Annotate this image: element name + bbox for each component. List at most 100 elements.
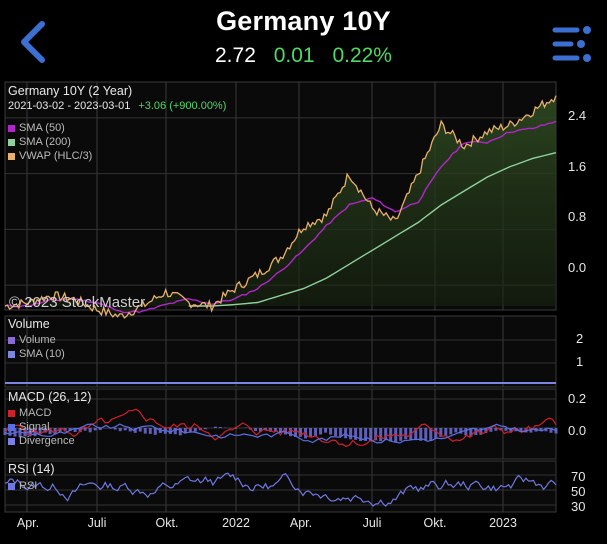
divergence-label: Divergence	[19, 435, 75, 447]
legend-sma50: SMA (50)	[8, 122, 65, 134]
divergence-bar	[504, 428, 508, 431]
y-tick-label: 0.0	[568, 260, 587, 275]
divergence-bar	[168, 428, 172, 434]
volume-panel-frame	[4, 315, 557, 388]
divergence-bar	[449, 428, 453, 435]
legend-signal: Signal	[8, 421, 50, 433]
page-title: Germany 10Y	[216, 6, 391, 36]
divergence-bar	[489, 428, 493, 432]
divergence-bar	[524, 428, 528, 433]
divergence-bar	[319, 428, 323, 435]
divergence-bar	[138, 428, 142, 432]
legend-macd: MACD	[8, 407, 51, 419]
divergence-bar	[188, 428, 192, 432]
divergence-bar	[173, 428, 177, 435]
divergence-bar	[143, 428, 147, 434]
x-tick-label: Apr.	[289, 516, 313, 530]
divergence-bar	[228, 428, 232, 429]
divergence-bar	[444, 428, 448, 437]
vol-sma-swatch	[8, 350, 15, 358]
divergence-bar	[404, 428, 408, 440]
divergence-bar	[314, 428, 318, 437]
price-value: 2.72	[215, 44, 256, 67]
volume-swatch	[8, 336, 15, 344]
macd-label: MACD	[19, 407, 52, 419]
vwap-swatch	[8, 152, 15, 160]
back-button[interactable]	[14, 20, 54, 64]
legend-divergence: Divergence	[8, 435, 75, 447]
divergence-bar	[263, 428, 267, 431]
header-bar: Germany 10Y 2.72 0.01 0.22%	[0, 0, 607, 78]
divergence-bar	[8, 428, 12, 436]
divergence-bar	[469, 428, 473, 437]
divergence-bar	[153, 428, 157, 435]
divergence-bar	[253, 428, 257, 431]
y-tick-label: 70	[571, 469, 586, 484]
sma50-label: SMA (50)	[19, 122, 65, 134]
divergence-bar	[464, 428, 468, 436]
divergence-bar	[88, 428, 92, 433]
divergence-bar	[544, 428, 548, 432]
macd-panel-title: MACD (26, 12)	[8, 390, 92, 404]
change-percent: 0.22%	[332, 44, 392, 67]
sma50-swatch	[8, 124, 15, 132]
signal-label: Signal	[19, 421, 50, 433]
divergence-bar	[113, 428, 117, 430]
divergence-bar	[494, 428, 498, 431]
divergence-bar	[193, 428, 197, 432]
divergence-bar	[178, 428, 182, 436]
macd-swatch	[8, 409, 15, 417]
rsi-line	[4, 472, 557, 507]
divergence-bar	[514, 428, 518, 432]
vwap-line	[4, 95, 557, 319]
y-tick-label: 2	[576, 331, 584, 346]
divergence-bar	[309, 428, 313, 438]
divergence-bar	[68, 428, 72, 432]
volume-panel-title: Volume	[8, 317, 50, 331]
menu-button[interactable]	[551, 24, 595, 64]
vwap-area	[5, 95, 556, 318]
divergence-bar	[33, 428, 37, 437]
y-tick-label: 2.4	[568, 108, 587, 123]
sma200-line	[188, 152, 557, 307]
x-tick-label: 2022	[222, 516, 250, 530]
sma50-line	[4, 120, 557, 314]
divergence-bar	[424, 428, 428, 441]
divergence-bar	[419, 428, 423, 441]
legend-vol-sma: SMA (10)	[8, 348, 65, 360]
divergence-bar	[218, 427, 222, 428]
legend-sma200: SMA (200)	[8, 136, 71, 148]
chevron-left-icon	[21, 21, 45, 63]
y-tick-label: 30	[571, 499, 586, 514]
divergence-bar	[299, 428, 303, 437]
y-tick-label: 0.0	[568, 423, 587, 438]
divergence-bar	[389, 428, 393, 442]
volume-label: Volume	[19, 334, 56, 346]
divergence-bar	[344, 428, 348, 439]
divergence-bar	[554, 428, 558, 434]
change-value: 0.01	[273, 44, 315, 67]
divergence-bar	[349, 428, 353, 440]
x-tick-label: Juli	[87, 516, 107, 530]
chart-area[interactable]: Germany 10Y (2 Year) 2021-03-02 - 2023-0…	[0, 78, 607, 544]
chart-canvas[interactable]	[0, 78, 607, 544]
main-panel-title: Germany 10Y (2 Year)	[8, 84, 133, 98]
divergence-bar	[539, 428, 543, 432]
divergence-bar	[324, 428, 328, 433]
divergence-bar	[294, 428, 298, 438]
divergence-bar	[479, 428, 483, 435]
divergence-swatch	[8, 437, 15, 445]
divergence-bar	[258, 428, 262, 432]
y-tick-label: 1	[576, 354, 584, 369]
divergence-bar	[128, 428, 132, 432]
divergence-bar	[369, 428, 373, 442]
range-dates: 2021-03-02 - 2023-03-01	[8, 100, 131, 112]
divergence-bar	[233, 428, 237, 429]
sma200-swatch	[8, 138, 15, 146]
divergence-bar	[203, 428, 207, 430]
divergence-bar	[364, 428, 368, 441]
divergence-bar	[354, 428, 358, 440]
divergence-bar	[359, 428, 363, 441]
quote-row: 2.72 0.01 0.22%	[0, 44, 607, 68]
rsi-label: RSI	[19, 480, 38, 492]
